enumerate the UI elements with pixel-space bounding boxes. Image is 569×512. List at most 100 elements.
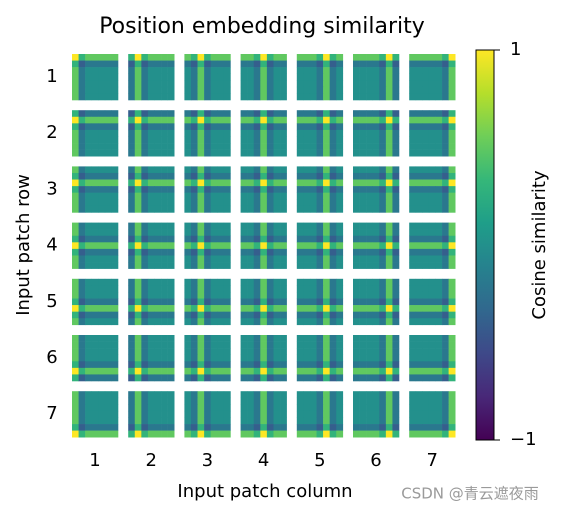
cell bbox=[353, 374, 360, 382]
cell bbox=[428, 205, 436, 213]
cell bbox=[72, 129, 79, 137]
cell bbox=[141, 404, 149, 412]
cell bbox=[379, 186, 387, 193]
cell bbox=[98, 110, 106, 118]
cell bbox=[247, 186, 255, 193]
cell bbox=[442, 404, 449, 412]
cell bbox=[359, 311, 367, 319]
cell bbox=[372, 335, 380, 342]
cell bbox=[184, 354, 192, 362]
cell bbox=[309, 424, 317, 431]
cell bbox=[98, 222, 106, 230]
cell bbox=[210, 192, 218, 200]
cell bbox=[91, 172, 99, 180]
cell bbox=[428, 80, 436, 88]
cell bbox=[128, 255, 136, 263]
cell bbox=[303, 199, 311, 207]
cell bbox=[379, 199, 387, 207]
cell bbox=[359, 116, 367, 124]
cell bbox=[204, 60, 211, 68]
cell bbox=[316, 166, 324, 174]
cell bbox=[379, 430, 387, 438]
cell bbox=[329, 404, 337, 412]
cell bbox=[190, 149, 198, 157]
cell bbox=[309, 417, 317, 425]
cell bbox=[91, 291, 99, 299]
cell bbox=[353, 93, 360, 101]
cell bbox=[104, 255, 112, 263]
cell bbox=[329, 397, 337, 405]
cell bbox=[366, 397, 374, 405]
cell bbox=[190, 129, 198, 137]
cell bbox=[329, 86, 337, 94]
cell bbox=[104, 354, 112, 362]
cell bbox=[190, 80, 198, 88]
cell bbox=[385, 229, 393, 237]
cell bbox=[190, 391, 198, 399]
cell bbox=[128, 60, 136, 68]
cell bbox=[260, 374, 268, 382]
cell bbox=[422, 397, 430, 405]
cell bbox=[260, 311, 268, 319]
cell bbox=[154, 54, 162, 61]
cell bbox=[111, 285, 119, 293]
cell bbox=[392, 54, 400, 61]
cell bbox=[296, 179, 304, 187]
cell bbox=[385, 262, 393, 269]
cell bbox=[448, 305, 456, 312]
cell bbox=[329, 335, 337, 342]
cell bbox=[190, 397, 198, 405]
cell bbox=[280, 116, 287, 124]
cell bbox=[260, 73, 268, 81]
cell bbox=[240, 242, 248, 250]
cell bbox=[210, 235, 218, 243]
cell bbox=[296, 80, 304, 88]
cell bbox=[442, 205, 449, 213]
cell bbox=[247, 410, 255, 418]
cell bbox=[428, 410, 436, 418]
cell bbox=[72, 67, 79, 75]
cell bbox=[253, 262, 261, 269]
cell bbox=[161, 179, 168, 187]
cell bbox=[128, 404, 136, 412]
cell bbox=[134, 305, 142, 312]
cell bbox=[134, 311, 142, 319]
cell bbox=[422, 367, 430, 375]
cell bbox=[253, 54, 261, 61]
cell bbox=[72, 341, 79, 349]
cell bbox=[428, 123, 436, 131]
cell bbox=[217, 143, 225, 150]
cell bbox=[296, 235, 304, 243]
cell bbox=[303, 73, 311, 81]
cell bbox=[353, 248, 360, 256]
cell bbox=[253, 311, 261, 319]
cell bbox=[359, 110, 367, 118]
cell bbox=[253, 222, 261, 230]
cell bbox=[223, 374, 231, 382]
cell bbox=[303, 116, 311, 124]
cell bbox=[392, 391, 400, 399]
cell bbox=[329, 205, 337, 213]
cell bbox=[392, 348, 400, 356]
cell bbox=[104, 430, 112, 438]
cell bbox=[379, 229, 387, 237]
cell bbox=[266, 149, 274, 157]
cell bbox=[111, 361, 119, 369]
cell bbox=[98, 291, 106, 299]
cell bbox=[154, 192, 162, 200]
cell bbox=[296, 291, 304, 299]
cell bbox=[134, 367, 142, 375]
cell bbox=[167, 54, 175, 61]
cell bbox=[366, 278, 374, 286]
cell bbox=[204, 262, 211, 269]
cell bbox=[253, 404, 261, 412]
cell bbox=[141, 86, 149, 94]
cell bbox=[147, 199, 155, 207]
cell bbox=[266, 335, 274, 342]
cell bbox=[309, 143, 317, 150]
cell bbox=[366, 255, 374, 263]
cell bbox=[217, 166, 225, 174]
cell bbox=[366, 172, 374, 180]
cell bbox=[428, 424, 436, 431]
cell bbox=[329, 73, 337, 81]
